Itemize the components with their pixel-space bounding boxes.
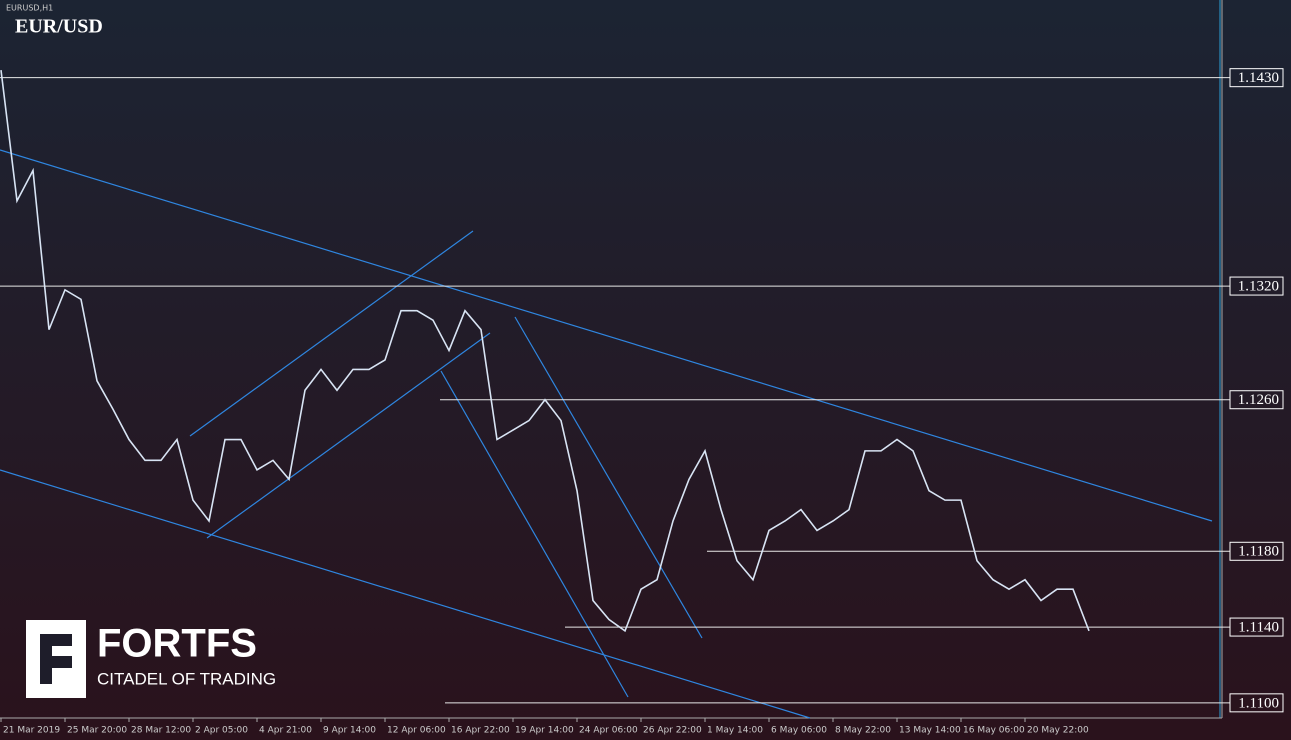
x-tick-label: 25 Mar 20:00 <box>67 726 127 736</box>
y-tick-label: 1.1260 <box>1238 392 1279 408</box>
brand-tagline: CITADEL OF TRADING <box>97 669 276 688</box>
x-tick-label: 13 May 14:00 <box>899 726 961 736</box>
trend-lines <box>0 149 1213 719</box>
trend-line <box>189 230 474 437</box>
x-tick-label: 8 May 22:00 <box>835 726 891 736</box>
x-tick-label: 9 Apr 14:00 <box>323 726 376 736</box>
x-tick-label: 16 Apr 22:00 <box>451 726 510 736</box>
trend-line <box>206 332 491 539</box>
trend-line <box>0 149 1213 522</box>
x-tick-label: 20 May 22:00 <box>1027 726 1089 736</box>
x-tick-label: 26 Apr 22:00 <box>643 726 702 736</box>
y-tick-label: 1.1430 <box>1238 70 1279 86</box>
chart-title: EUR/USD <box>15 16 103 38</box>
logo: FORTFS CITADEL OF TRADING <box>26 620 276 698</box>
x-tick-label: 16 May 06:00 <box>963 726 1025 736</box>
y-tick-box <box>1229 68 1284 88</box>
y-tick-label: 1.1140 <box>1238 620 1279 636</box>
x-tick-label: 28 Mar 12:00 <box>131 726 191 736</box>
x-tick-label: 2 Apr 05:00 <box>195 726 248 736</box>
x-tick-label: 6 May 06:00 <box>771 726 827 736</box>
x-tick-label: 1 May 14:00 <box>707 726 763 736</box>
y-tick-box <box>1229 541 1284 561</box>
y-tick-label: 1.1180 <box>1238 544 1279 560</box>
price-line <box>0 69 1090 633</box>
x-tick-label: 4 Apr 21:00 <box>259 726 312 736</box>
chart-subtitle: EURUSD,H1 <box>6 4 53 13</box>
y-tick-box <box>1229 693 1284 713</box>
x-tick-label: 21 Mar 2019 <box>3 726 60 736</box>
x-tick-label: 24 Apr 06:00 <box>579 726 638 736</box>
trend-line <box>0 469 811 719</box>
y-tick-box <box>1229 390 1284 410</box>
x-tick-label: 19 Apr 14:00 <box>515 726 574 736</box>
logo-glyph <box>40 634 72 684</box>
y-tick-label: 1.1100 <box>1238 695 1279 711</box>
trend-line <box>514 316 703 639</box>
y-tick-box <box>1229 617 1284 637</box>
x-tick-label: 12 Apr 06:00 <box>387 726 446 736</box>
brand-name: FORTFS <box>97 622 257 666</box>
y-tick-box <box>1229 276 1284 296</box>
y-tick-label: 1.1320 <box>1238 279 1279 295</box>
trend-line <box>440 370 629 698</box>
